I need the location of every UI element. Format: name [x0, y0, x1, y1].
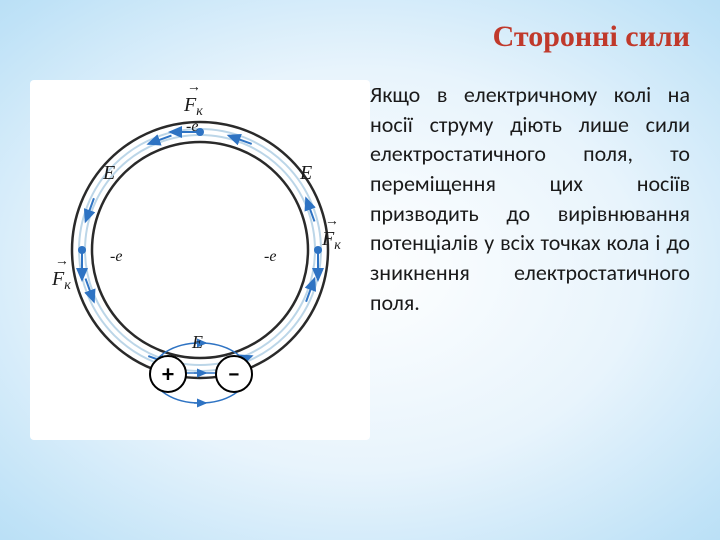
diagram-label: -e — [110, 248, 122, 266]
diagram-label: →Fк — [322, 228, 341, 251]
terminal-plus: + — [149, 355, 187, 393]
circuit-diagram: EEE-e-e-e→Fк→Fк→Fк + − — [30, 80, 370, 440]
diagram-label: E — [300, 162, 312, 185]
diagram-label: →Fк — [184, 94, 203, 117]
diagram-label: →Fк — [52, 268, 71, 291]
body-paragraph: Якщо в електричному колі на носії струму… — [370, 80, 690, 318]
diagram-label: -e — [186, 118, 198, 136]
page-title: Сторонні сили — [493, 20, 690, 54]
diagram-label: E — [192, 332, 203, 353]
terminal-minus: − — [215, 355, 253, 393]
diagram-svg — [30, 80, 370, 440]
diagram-label: E — [103, 162, 115, 185]
diagram-label: -e — [264, 248, 276, 266]
